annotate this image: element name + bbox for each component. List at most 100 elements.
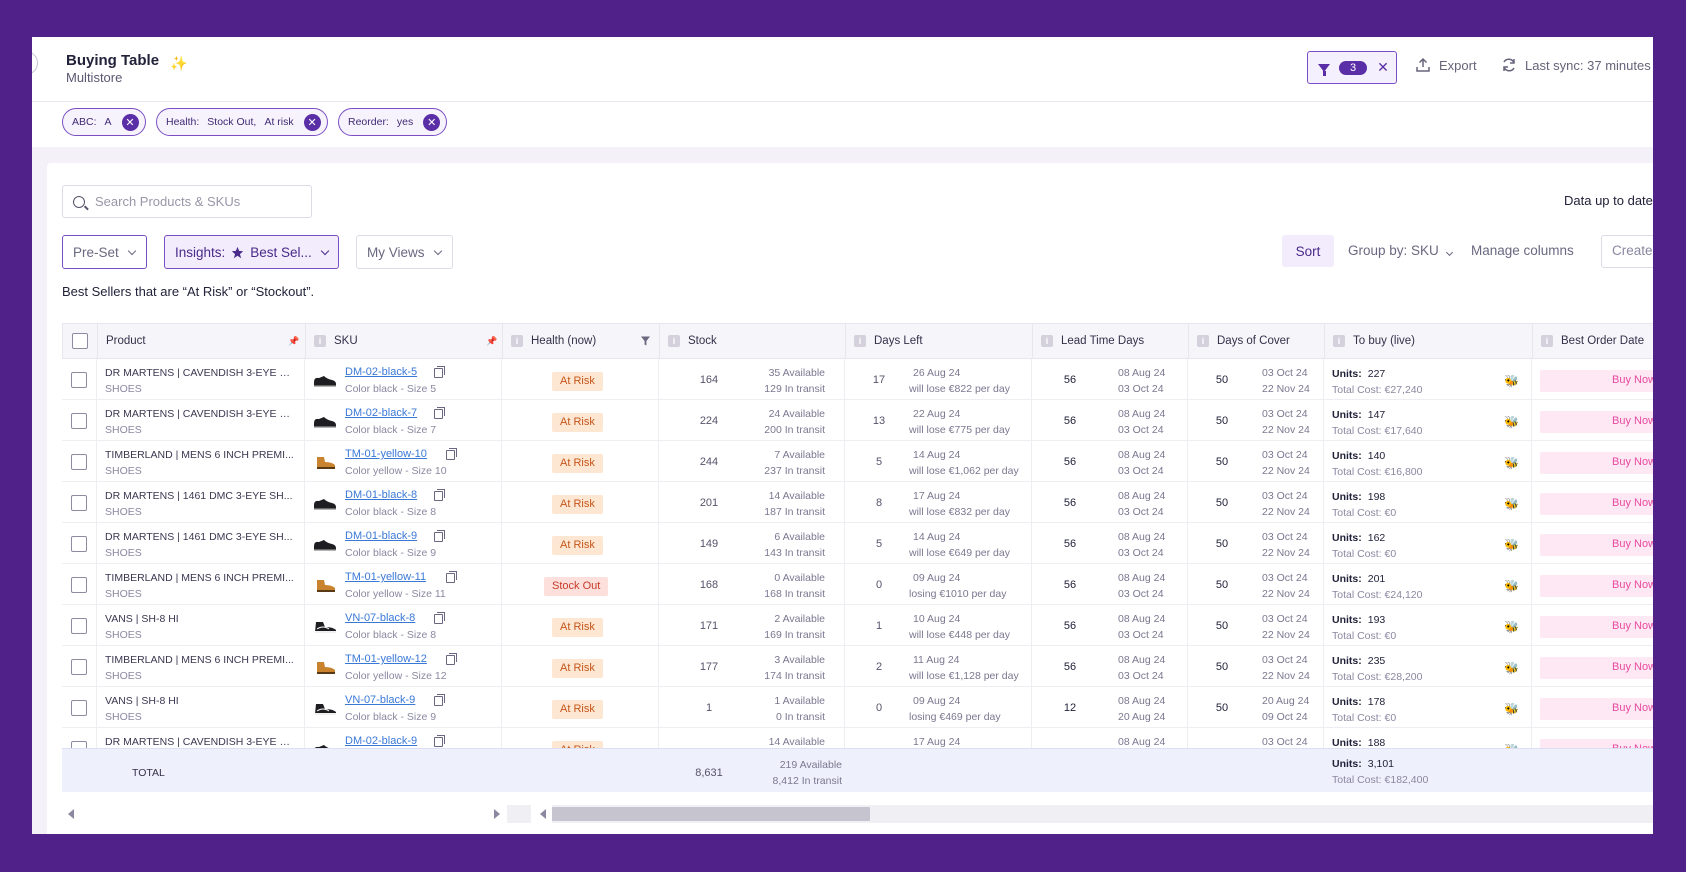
- info-icon[interactable]: i: [314, 335, 326, 347]
- buy-now-button[interactable]: Buy Now: [1540, 575, 1653, 597]
- table-row[interactable]: DR MARTENS | CAVENDISH 3-EYE S... SHOES …: [62, 359, 1653, 403]
- bee-icon[interactable]: 🐝: [1504, 415, 1519, 429]
- my-views-dropdown[interactable]: My Views: [356, 235, 453, 269]
- column-header-days-left[interactable]: i Days Left: [846, 324, 1033, 358]
- row-checkbox[interactable]: [71, 454, 87, 470]
- sku-link[interactable]: DM-02-black-9: [345, 735, 418, 747]
- row-checkbox[interactable]: [71, 618, 87, 634]
- bee-icon[interactable]: 🐝: [1504, 620, 1519, 634]
- copy-icon[interactable]: [446, 571, 457, 583]
- buy-now-button[interactable]: Buy Now: [1540, 698, 1653, 720]
- table-row[interactable]: VANS | SH-8 HI SHOES VN-07-black-8 Color…: [62, 605, 1653, 649]
- copy-icon[interactable]: [433, 694, 445, 706]
- sku-link[interactable]: DM-01-black-8: [345, 489, 418, 501]
- column-header-product[interactable]: Product 📌: [98, 324, 306, 358]
- info-icon[interactable]: i: [854, 335, 866, 347]
- buy-now-button[interactable]: Buy Now: [1540, 411, 1653, 433]
- copy-icon[interactable]: [433, 735, 445, 747]
- bee-icon[interactable]: 🐝: [1504, 497, 1519, 511]
- sku-link[interactable]: TM-01-yellow-12: [345, 653, 427, 665]
- search-box[interactable]: [62, 185, 312, 218]
- filter-chip-abc[interactable]: ABC: A ✕: [62, 108, 146, 136]
- copy-icon[interactable]: [433, 530, 445, 542]
- row-checkbox[interactable]: [71, 413, 87, 429]
- buy-now-button[interactable]: Buy Now: [1540, 534, 1653, 556]
- info-icon[interactable]: i: [1333, 335, 1345, 347]
- horizontal-scrollbar[interactable]: [62, 803, 1653, 825]
- bee-icon[interactable]: 🐝: [1504, 538, 1519, 552]
- row-checkbox[interactable]: [71, 659, 87, 675]
- row-checkbox[interactable]: [71, 536, 87, 552]
- pin-icon[interactable]: 📌: [486, 335, 498, 346]
- info-icon[interactable]: i: [511, 335, 523, 347]
- buy-now-button[interactable]: Buy Now: [1540, 657, 1653, 679]
- bee-icon[interactable]: 🐝: [1504, 702, 1519, 716]
- table-row[interactable]: TIMBERLAND | MENS 6 INCH PREMI... SHOES …: [62, 646, 1653, 690]
- row-checkbox[interactable]: [71, 577, 87, 593]
- copy-icon[interactable]: [433, 407, 445, 419]
- table-row[interactable]: TIMBERLAND | MENS 6 INCH PREMI... SHOES …: [62, 441, 1653, 485]
- filter-button[interactable]: 3 ✕: [1307, 51, 1397, 84]
- pin-icon[interactable]: 📌: [288, 335, 300, 346]
- copy-icon[interactable]: [433, 612, 445, 624]
- table-row[interactable]: VANS | SH-8 HI SHOES VN-07-black-9 Color…: [62, 687, 1653, 731]
- remove-chip-icon[interactable]: ✕: [423, 113, 441, 131]
- table-row[interactable]: TIMBERLAND | MENS 6 INCH PREMI... SHOES …: [62, 564, 1653, 608]
- table-row[interactable]: DR MARTENS | 1461 DMC 3-EYE SH... SHOES …: [62, 482, 1653, 526]
- preset-dropdown[interactable]: Pre-Set: [62, 235, 147, 269]
- bee-icon[interactable]: 🐝: [1504, 661, 1519, 675]
- collapse-sidebar-icon[interactable]: [32, 51, 38, 75]
- table-row[interactable]: DR MARTENS | CAVENDISH 3-EYE S... SHOES …: [62, 400, 1653, 444]
- copy-icon[interactable]: [433, 489, 445, 501]
- scroll-track-pinned[interactable]: [507, 805, 531, 823]
- sync-status[interactable]: Last sync: 37 minutes: [1501, 57, 1651, 73]
- insights-dropdown[interactable]: Insights: Best Sel...: [164, 235, 339, 269]
- copy-icon[interactable]: [446, 448, 457, 460]
- clear-filters-icon[interactable]: ✕: [1377, 59, 1389, 75]
- sku-link[interactable]: TM-01-yellow-10: [345, 448, 427, 460]
- search-input[interactable]: [95, 194, 295, 209]
- scroll-left-icon[interactable]: [68, 809, 74, 819]
- column-header-to-buy[interactable]: i To buy (live): [1325, 324, 1533, 358]
- select-all-checkbox[interactable]: [72, 333, 88, 349]
- group-by-dropdown[interactable]: Group by: SKU: [1348, 243, 1453, 258]
- column-header-days-cover[interactable]: i Days of Cover: [1189, 324, 1325, 358]
- copy-icon[interactable]: [446, 653, 457, 665]
- column-header-stock[interactable]: i Stock: [660, 324, 846, 358]
- buy-now-button[interactable]: Buy Now: [1540, 370, 1653, 392]
- filter-chip-reorder[interactable]: Reorder: yes ✕: [338, 108, 448, 136]
- column-header-best-order-date[interactable]: i Best Order Date: [1533, 324, 1653, 358]
- buy-now-button[interactable]: Buy Now: [1540, 493, 1653, 515]
- sort-button[interactable]: Sort: [1282, 235, 1334, 267]
- scroll-left-icon[interactable]: [540, 809, 546, 819]
- info-icon[interactable]: i: [1541, 335, 1553, 347]
- sku-link[interactable]: TM-01-yellow-11: [345, 571, 427, 583]
- scroll-right-icon[interactable]: [494, 809, 500, 819]
- table-row[interactable]: DR MARTENS | 1461 DMC 3-EYE SH... SHOES …: [62, 523, 1653, 567]
- info-icon[interactable]: i: [1197, 335, 1209, 347]
- manage-columns-button[interactable]: Manage columns: [1471, 243, 1574, 258]
- remove-chip-icon[interactable]: ✕: [303, 113, 321, 131]
- bee-icon[interactable]: 🐝: [1504, 579, 1519, 593]
- bee-icon[interactable]: 🐝: [1504, 374, 1519, 388]
- column-header-sku[interactable]: i SKU 📌: [306, 324, 503, 358]
- column-header-health[interactable]: i Health (now): [503, 324, 660, 358]
- info-icon[interactable]: i: [668, 335, 680, 347]
- create-button[interactable]: Create: [1601, 235, 1653, 268]
- filter-chip-health[interactable]: Health: Stock Out, At risk ✕: [156, 108, 328, 136]
- row-checkbox[interactable]: [71, 372, 87, 388]
- buy-now-button[interactable]: Buy Now: [1540, 452, 1653, 474]
- sparkle-icon[interactable]: ✨: [170, 55, 188, 71]
- sku-link[interactable]: VN-07-black-8: [345, 612, 416, 624]
- copy-icon[interactable]: [433, 366, 445, 378]
- row-checkbox[interactable]: [71, 495, 87, 511]
- column-header-lead-time[interactable]: i Lead Time Days: [1033, 324, 1189, 358]
- sku-link[interactable]: DM-01-black-9: [345, 530, 418, 542]
- filter-icon[interactable]: [641, 336, 650, 346]
- sku-link[interactable]: DM-02-black-7: [345, 407, 418, 419]
- export-button[interactable]: Export: [1415, 57, 1477, 73]
- row-checkbox[interactable]: [71, 700, 87, 716]
- info-icon[interactable]: i: [1041, 335, 1053, 347]
- remove-chip-icon[interactable]: ✕: [121, 113, 139, 131]
- bee-icon[interactable]: 🐝: [1504, 456, 1519, 470]
